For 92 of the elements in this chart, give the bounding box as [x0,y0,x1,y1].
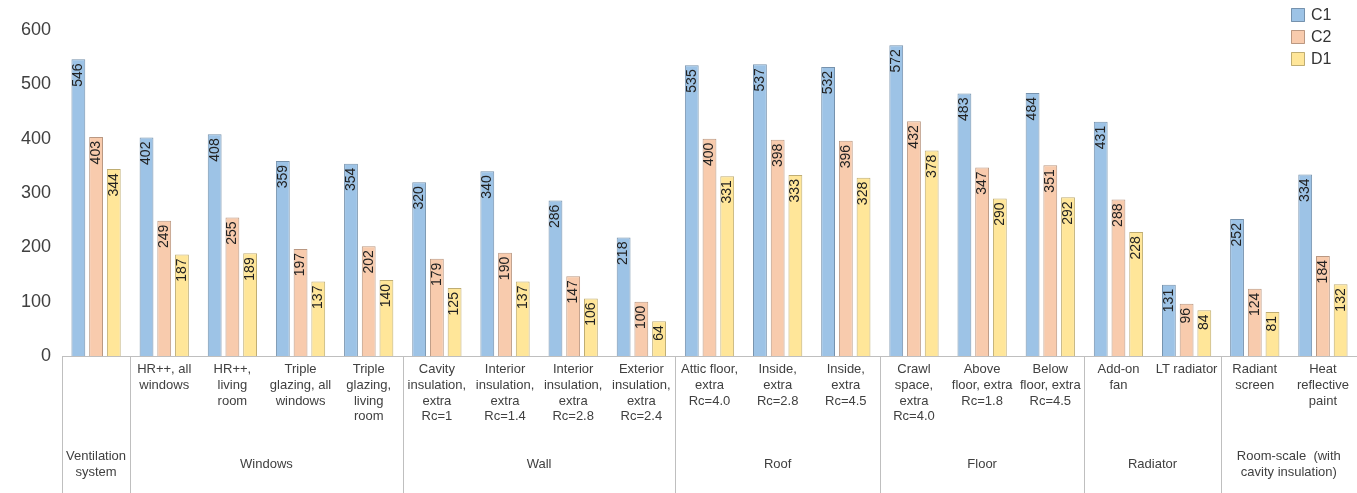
data-label: 132 [1331,288,1348,312]
x-tick-label: Inside, extra Rc=2.8 [756,361,799,408]
x-tick-label: HR++, all windows [137,361,192,392]
x-tick-label: Cavity insulation, extra Rc=1 [407,361,467,424]
data-label: 131 [1159,288,1176,313]
x-tick-label: Attic floor, extra Rc=4.0 [680,361,739,408]
legend-label: C2 [1311,28,1332,46]
data-label: 546 [69,63,86,87]
x-tick-label: Heat reflective paint [1296,361,1349,408]
data-label: 290 [990,202,1007,226]
data-label: 347 [972,171,989,195]
data-label: 184 [1313,259,1330,284]
data-label: 137 [309,285,326,309]
y-tick-label: 400 [20,127,51,148]
data-label: 334 [1296,178,1313,202]
data-label: 100 [632,305,649,330]
x-tick-label: Above floor, extra Rc=1.8 [951,361,1014,408]
data-label: 403 [86,140,103,165]
y-tick-label: 500 [20,73,51,94]
data-label: 408 [205,138,222,162]
text: Ventilation system [66,447,127,479]
y-tick-label: 300 [20,181,51,202]
data-label: 96 [1177,307,1194,324]
data-label: 84 [1195,314,1212,330]
data-label: 354 [341,167,358,192]
data-label: 396 [836,144,853,169]
data-label: 147 [564,279,581,304]
data-label: 572 [887,49,904,73]
data-label: 189 [240,257,257,281]
data-label: 137 [513,285,530,309]
data-label: 179 [427,262,444,287]
y-tick-label: 200 [20,236,51,257]
data-label: 532 [818,70,835,95]
text: Radiator [1127,455,1178,471]
data-label: 535 [682,69,699,93]
data-label: 190 [495,256,512,281]
data-label: 431 [1091,125,1108,150]
data-label: 286 [546,204,563,228]
data-label: 400 [700,142,717,167]
data-label: 484 [1023,96,1040,121]
data-label: 378 [922,154,939,178]
data-label: 255 [223,221,240,245]
data-label: 344 [104,172,121,197]
data-label: 432 [904,125,921,149]
data-label: 252 [1227,222,1244,247]
data-label: 483 [955,97,972,121]
data-label: 228 [1127,235,1144,260]
data-label: 292 [1058,201,1075,225]
x-tick-label: Add-on fan [1097,361,1140,392]
data-label: 249 [155,224,172,249]
x-tick-label: Exterior insulation, extra Rc=2.4 [612,361,671,424]
data-label: 288 [1109,203,1126,227]
legend-label: C1 [1311,6,1332,24]
x-tick-label: Interior insulation, extra Rc=1.4 [475,361,535,424]
text: Windows [240,455,294,471]
x-tick-label: Inside, extra Rc=4.5 [825,361,867,408]
data-label: 359 [273,164,290,189]
data-label: 340 [478,175,495,199]
text: Roof [763,455,792,471]
legend-label: D1 [1311,50,1332,68]
x-tick-label: HR++, living room [213,361,252,408]
x-tick-label: Interior insulation, extra Rc=2.8 [543,361,603,424]
data-label: 402 [137,141,154,165]
x-tick-label: Below floor, extra Rc=4.5 [1019,361,1082,408]
y-tick-label: 0 [40,344,51,365]
data-label: 124 [1245,292,1262,316]
data-label: 398 [768,143,785,168]
x-tick-label: Radiant screen [1232,361,1278,392]
data-label: 81 [1263,315,1280,332]
data-label: 106 [581,302,598,326]
data-label: 197 [291,252,308,277]
text: Room-scale (with cavity insulation) [1236,447,1341,479]
data-label: 125 [445,291,462,316]
data-label: 202 [359,250,376,274]
x-tick-label: LT radiator [1155,361,1219,377]
x-tick-label: Triple glazing, living room [346,361,392,424]
data-label: 537 [750,68,767,92]
text: Floor [967,455,998,471]
data-label: 351 [1041,169,1058,193]
data-label: 320 [410,185,427,210]
data-label: 140 [377,283,394,308]
data-label: 218 [614,241,631,265]
data-label: 64 [649,325,666,341]
data-label: 331 [718,179,735,204]
x-tick-label: Triple glazing, all windows [269,361,332,408]
y-tick-label: 100 [20,290,51,311]
y-tick-label: 600 [20,18,51,39]
x-tick-label: Crawl space, extra Rc=4.0 [893,361,935,424]
data-label: 187 [172,258,189,282]
text: Wall [526,455,552,471]
data-label: 328 [854,181,871,206]
data-label: 333 [786,178,803,203]
